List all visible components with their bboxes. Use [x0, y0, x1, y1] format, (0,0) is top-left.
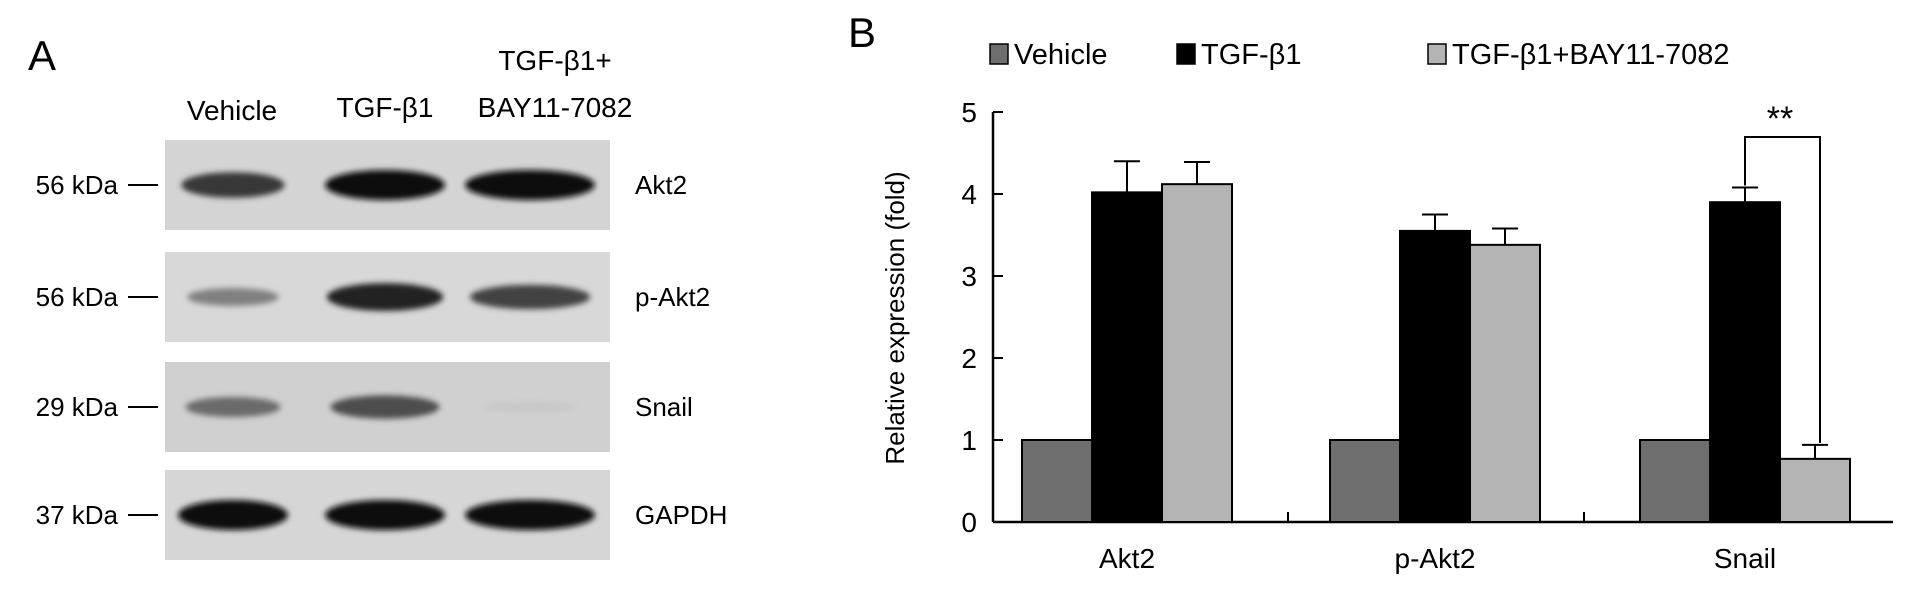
protein-label: Snail — [635, 392, 693, 422]
blot-band — [181, 172, 285, 198]
legend-swatch — [1427, 43, 1447, 65]
blot-band — [465, 500, 595, 530]
bar-akt2-1 — [1091, 191, 1163, 524]
blot-row-gapdh: 37 kDa GAPDH — [36, 470, 727, 560]
y-tick-label: 5 — [961, 97, 977, 128]
blot-row-akt2: 56 kDa Akt2 — [36, 140, 687, 230]
legend-swatch — [989, 43, 1009, 65]
legend-swatch — [1176, 43, 1196, 65]
bar-p-akt2-2 — [1469, 243, 1541, 523]
x-tick-label: Akt2 — [1099, 543, 1155, 574]
blot-band — [325, 170, 445, 200]
y-tick-label: 2 — [961, 343, 977, 374]
bar-snail-2 — [1779, 457, 1851, 523]
x-tick-label: Snail — [1714, 543, 1776, 574]
blot-panels: 56 kDa Akt2 56 kDa p-Akt2 29 kDa Snail 37 kDa G… — [36, 140, 727, 560]
blot-band — [325, 500, 445, 530]
protein-label: Akt2 — [635, 170, 687, 200]
blot-band — [178, 500, 288, 530]
bar-p-akt2-0 — [1329, 439, 1401, 523]
significance-marker: ** — [1767, 100, 1793, 138]
bar-akt2-0 — [1021, 439, 1093, 523]
bar-snail-0 — [1639, 439, 1711, 523]
blot-band — [482, 401, 578, 413]
size-marker-label: 56 kDa — [36, 282, 119, 312]
lane-label-tgf-b1: TGF-β1 — [337, 92, 434, 123]
size-marker-label: 56 kDa — [36, 170, 119, 200]
panel-a-label: A — [28, 32, 56, 79]
blot-row-snail: 29 kDa Snail — [36, 362, 693, 452]
panel-a: A Vehicle TGF-β1 TGF-β1+ BAY11-7082 56 k… — [28, 32, 727, 560]
y-axis-label: Relative expression (fold) — [880, 171, 910, 464]
panel-b: B Vehicle TGF-β1 TGF-β1+BAY11-7082 Relativ… — [848, 9, 1893, 574]
legend-label: Vehicle — [1014, 39, 1108, 71]
y-tick-label: 4 — [961, 179, 977, 210]
size-marker-label: 29 kDa — [36, 392, 119, 422]
size-marker-label: 37 kDa — [36, 500, 119, 530]
bar-akt2-2 — [1161, 183, 1233, 523]
protein-label: p-Akt2 — [635, 282, 710, 312]
lane-label-vehicle: Vehicle — [187, 95, 277, 126]
blot-band — [185, 396, 281, 418]
x-tick-label: p-Akt2 — [1395, 543, 1476, 574]
blot-band — [187, 288, 279, 306]
blot-band — [330, 395, 440, 419]
chart-legend: Vehicle TGF-β1 TGF-β1+BAY11-7082 — [989, 39, 1730, 71]
y-tick-label: 3 — [961, 261, 977, 292]
lane-label-tgf-b1-plus: TGF-β1+ — [498, 45, 611, 76]
blot-band — [326, 283, 444, 311]
y-tick-label: 0 — [961, 507, 977, 538]
bar-p-akt2-1 — [1399, 229, 1471, 523]
bar-chart: 0 1 2 3 4 5 Akt2 p-Akt2 Snail ** — [961, 97, 1893, 574]
legend-label: TGF-β1 — [1201, 39, 1301, 71]
protein-label: GAPDH — [635, 500, 727, 530]
panel-b-label: B — [848, 9, 876, 56]
bar-snail-1 — [1709, 201, 1781, 523]
blot-band — [465, 170, 595, 200]
blot-band — [469, 284, 591, 310]
legend-label: TGF-β1+BAY11-7082 — [1452, 39, 1730, 71]
significance-bracket — [1744, 136, 1821, 443]
y-tick-label: 1 — [961, 425, 977, 456]
blot-row-p-akt2: 56 kDa p-Akt2 — [36, 252, 710, 342]
lane-label-bay11-7082: BAY11-7082 — [478, 92, 633, 123]
